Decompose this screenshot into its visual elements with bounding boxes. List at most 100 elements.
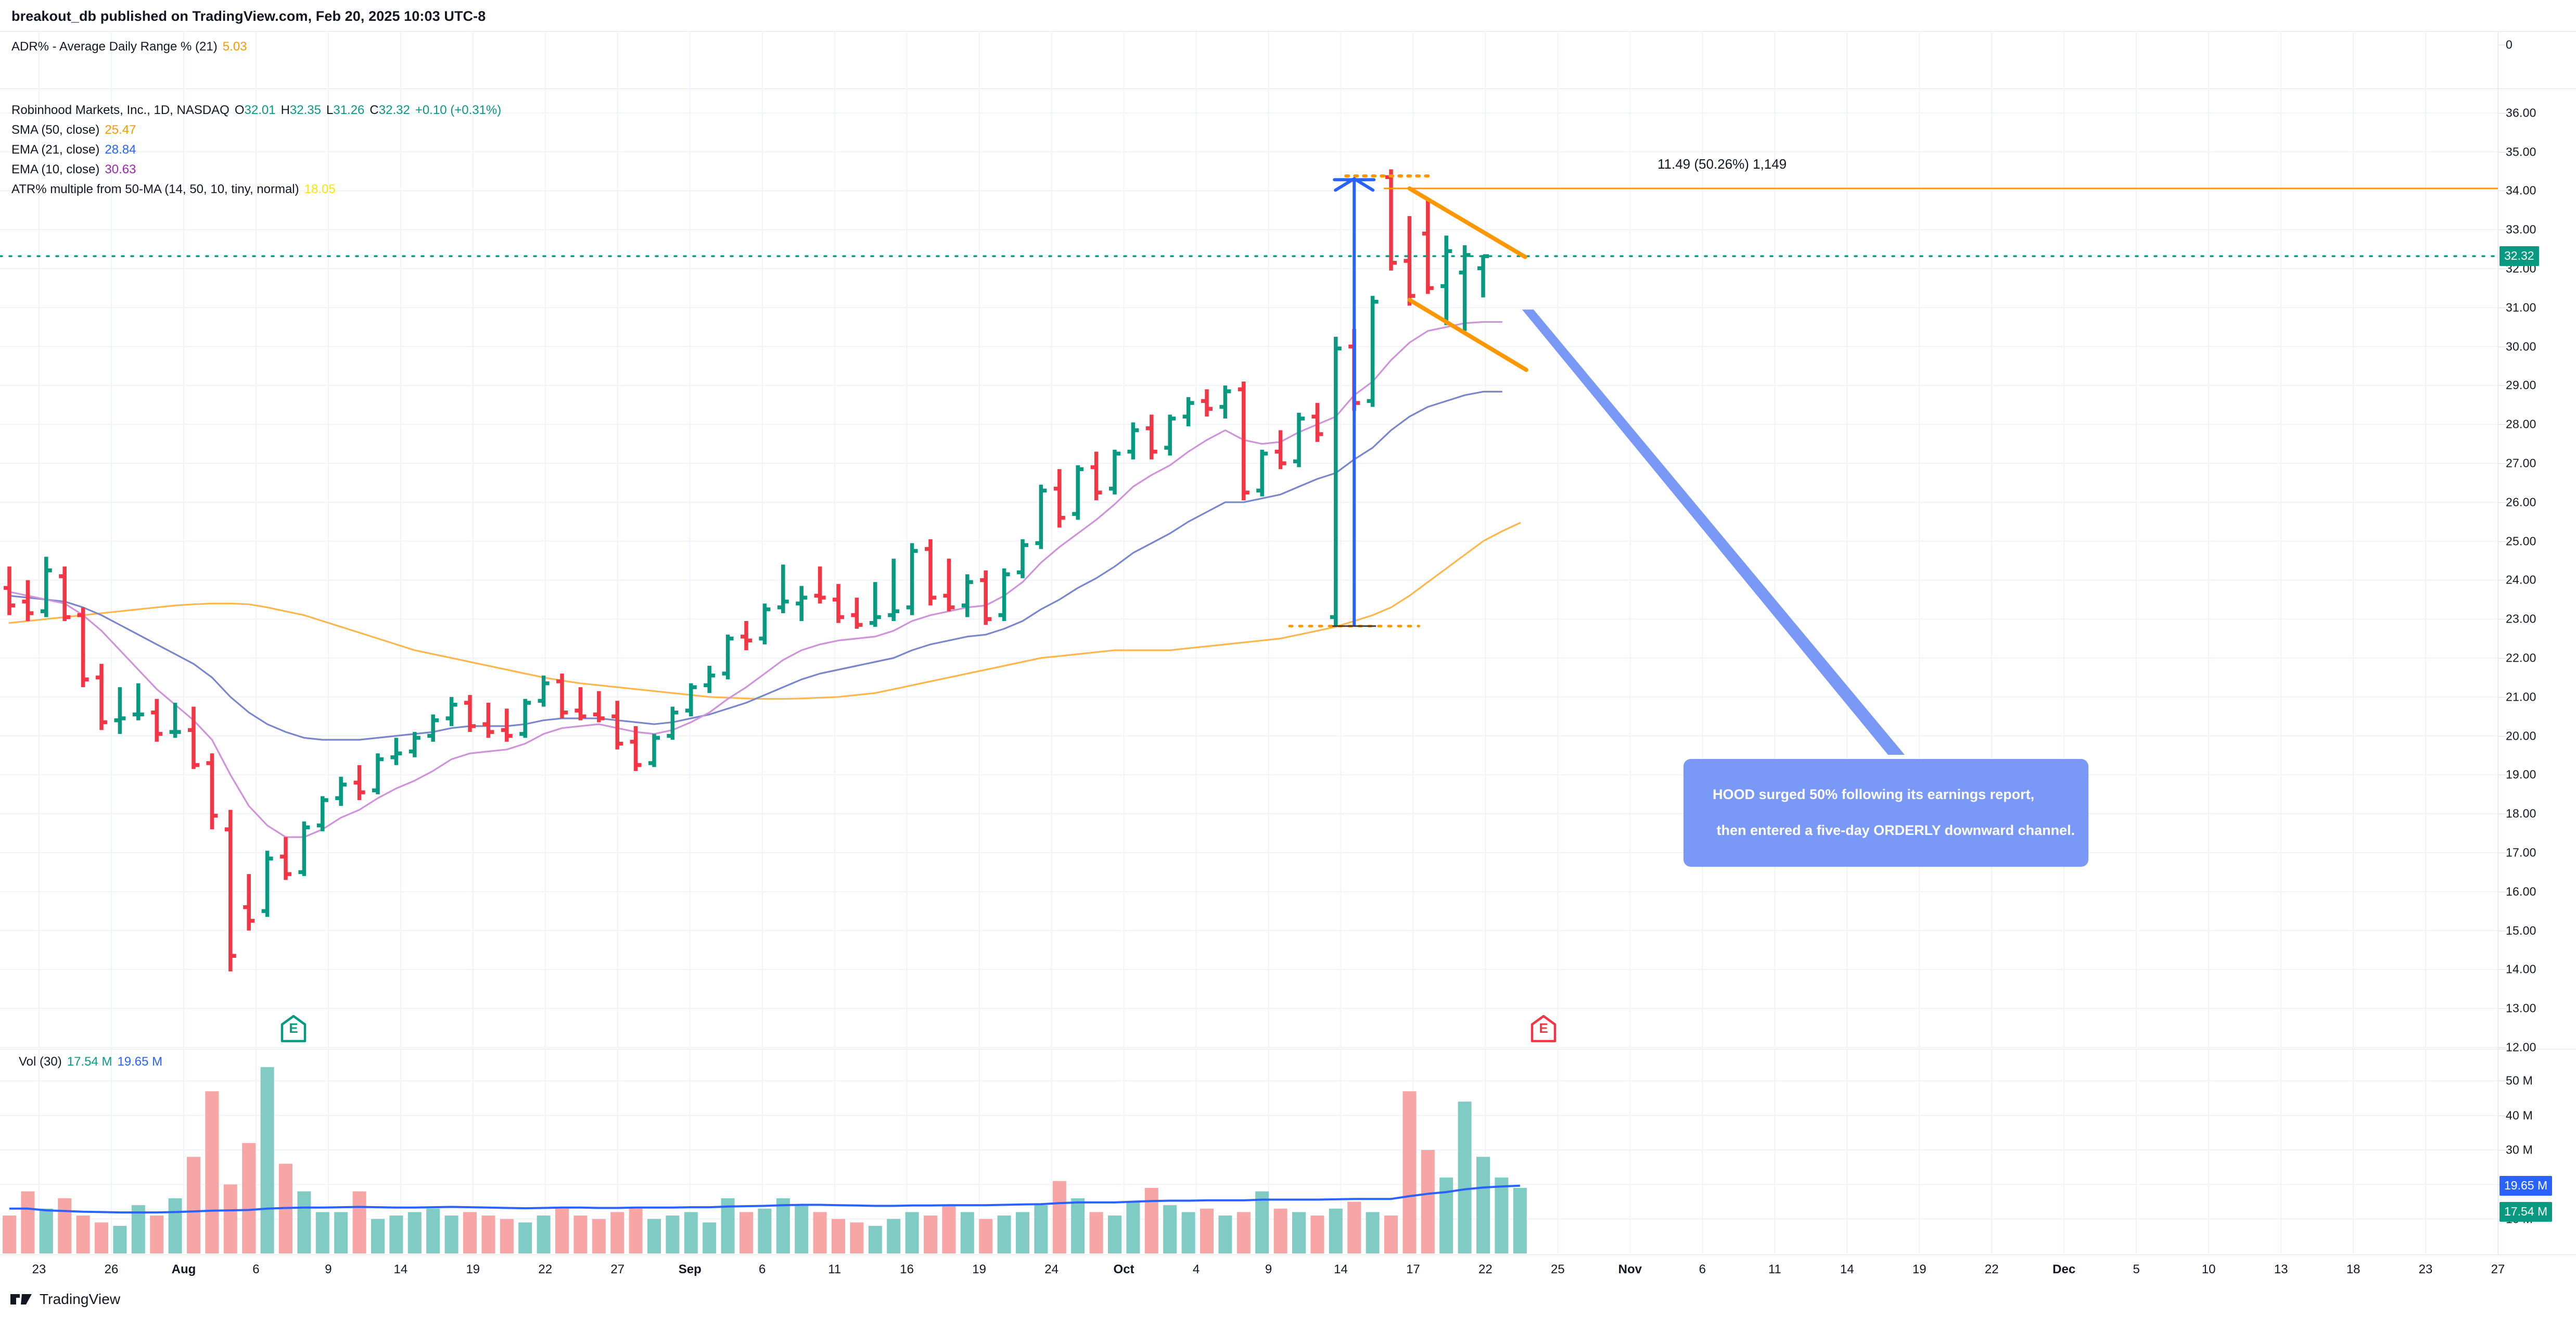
volume-bar xyxy=(1292,1212,1306,1253)
date-axis-label: 22 xyxy=(1478,1262,1493,1276)
adr-price-axis[interactable]: 0 xyxy=(2498,31,2576,88)
price-axis-label: 26.00 xyxy=(2506,495,2536,509)
date-axis-label: 5 xyxy=(2133,1262,2140,1276)
indicator-sma50-value: 25.47 xyxy=(105,123,136,137)
date-axis-label: 6 xyxy=(252,1262,260,1276)
date-axis-label: 6 xyxy=(759,1262,766,1276)
ohlc-l-label: L xyxy=(326,103,334,117)
adr-axis-label: 0 xyxy=(2506,37,2513,52)
volume-bar xyxy=(537,1215,551,1253)
volume-bar xyxy=(260,1067,274,1253)
channel-lower-line xyxy=(1407,297,1528,372)
volume-bar xyxy=(1402,1091,1417,1253)
volume-bar xyxy=(150,1215,164,1253)
date-axis-label: 11 xyxy=(1768,1262,1781,1276)
volume-bar xyxy=(776,1198,790,1253)
volume-value-badge[interactable]: 17.54 M xyxy=(2500,1201,2553,1222)
axis-tick xyxy=(2498,1008,2506,1009)
earnings-marker-red[interactable]: E xyxy=(1530,1014,1557,1043)
volume-bar xyxy=(76,1215,90,1253)
date-axis-label: 9 xyxy=(1265,1262,1272,1276)
measurement-arrow[interactable] xyxy=(1332,177,1376,627)
earnings-flag-icon xyxy=(280,1015,307,1043)
ma-line xyxy=(8,390,1502,741)
volume-bar xyxy=(1384,1215,1398,1253)
volume-axis[interactable]: 50 M40 M30 M20 M10 M19.65 M17.54 M xyxy=(2498,1049,2576,1255)
axis-tick xyxy=(2498,502,2506,503)
price-axis-label: 22.00 xyxy=(2506,651,2536,665)
volume-bar xyxy=(407,1212,422,1253)
indicator-ema10-title: EMA (10, close) xyxy=(11,162,100,176)
volume-bar xyxy=(113,1225,127,1253)
axis-tick xyxy=(2498,463,2506,464)
date-axis-label: 19 xyxy=(466,1262,480,1276)
indicator-atr-value: 18.05 xyxy=(304,182,336,196)
volume-bar xyxy=(979,1219,993,1253)
date-axis-label: 4 xyxy=(1192,1262,1200,1276)
volume-legend-title: Vol (30) xyxy=(19,1055,62,1069)
volume-bar xyxy=(352,1191,366,1253)
indicator-atr-multiple: ATR% multiple from 50-MA (14, 50, 10, ti… xyxy=(11,183,336,196)
volume-bar xyxy=(1218,1215,1232,1253)
last-price-badge[interactable]: 32.32 xyxy=(2500,246,2539,267)
volume-ma-value: 19.65 M xyxy=(117,1055,163,1069)
ohlc-h-value: 32.35 xyxy=(289,103,321,117)
price-axis-label: 13.00 xyxy=(2506,1001,2536,1015)
tradingview-mark-icon xyxy=(10,1294,32,1305)
date-axis[interactable]: 23 26 Aug 6 9 14 19 22 27 Sep 6 11 16 19 24 Oct 4 9 14 17 22… xyxy=(0,1255,2576,1286)
pane-separator-adr-price xyxy=(0,88,2576,89)
volume-bar xyxy=(960,1212,974,1253)
volume-bar xyxy=(1310,1215,1324,1253)
earnings-marker-label-1: E xyxy=(289,1020,298,1036)
price-axis-label: 27.00 xyxy=(2506,456,2536,470)
axis-tick xyxy=(2498,736,2506,737)
volume-axis-label: 40 M xyxy=(2506,1108,2533,1122)
volume-bar xyxy=(39,1208,53,1253)
date-axis-label: Dec xyxy=(2052,1262,2076,1276)
volume-bar xyxy=(795,1205,809,1253)
volume-bar xyxy=(500,1219,514,1253)
date-axis-label: 22 xyxy=(1984,1262,1999,1276)
volume-bar xyxy=(1089,1212,1103,1253)
price-axis-label: 35.00 xyxy=(2506,145,2536,159)
volume-bar xyxy=(832,1219,845,1253)
price-axis[interactable]: 36.00 35.00 34.00 33.00 32.00 31.00 30.00 29.00… xyxy=(2498,88,2576,1054)
volume-bar xyxy=(58,1198,72,1253)
axis-tick xyxy=(2498,385,2506,386)
price-axis-label: 25.00 xyxy=(2506,534,2536,548)
date-axis-label: Aug xyxy=(171,1262,196,1276)
date-axis-label: 14 xyxy=(1840,1262,1854,1276)
volume-bar xyxy=(1439,1177,1453,1253)
volume-bar xyxy=(168,1198,182,1253)
date-axis-label: 23 xyxy=(2418,1262,2433,1276)
volume-bar xyxy=(739,1212,753,1253)
date-axis-label: 25 xyxy=(1551,1262,1565,1276)
price-axis-label: 12.00 xyxy=(2506,1040,2536,1054)
annotation-callout[interactable]: HOOD surged 50% following its earnings r… xyxy=(1684,759,2089,867)
price-axis-label: 16.00 xyxy=(2506,884,2536,898)
volume-bar xyxy=(868,1225,882,1253)
date-axis-label: 11 xyxy=(828,1262,841,1276)
axis-tick xyxy=(2498,424,2506,425)
ma-line xyxy=(8,522,1521,700)
volume-legend-value: 17.54 M xyxy=(67,1055,112,1069)
price-axis-label: 29.00 xyxy=(2506,378,2536,392)
price-axis-label: 19.00 xyxy=(2506,767,2536,781)
volume-bar xyxy=(3,1215,16,1253)
volume-bar xyxy=(1163,1205,1177,1253)
indicator-ema10-value: 30.63 xyxy=(105,162,136,176)
adr-legend-value: 5.03 xyxy=(222,40,247,54)
earnings-marker-teal[interactable]: E xyxy=(280,1014,307,1043)
volume-bar xyxy=(924,1215,937,1253)
price-axis-label: 31.00 xyxy=(2506,300,2536,314)
date-axis-label: 18 xyxy=(2346,1262,2361,1276)
volume-bar xyxy=(813,1212,827,1253)
date-axis-label: 27 xyxy=(2491,1262,2505,1276)
price-axis-label: 18.00 xyxy=(2506,806,2536,820)
volume-ma-badge[interactable]: 19.65 M xyxy=(2500,1175,2553,1196)
volume-bar xyxy=(21,1191,35,1253)
volume-bar xyxy=(95,1222,108,1253)
volume-bar xyxy=(610,1212,624,1253)
volume-bar xyxy=(1108,1215,1121,1253)
volume-bar xyxy=(647,1219,661,1253)
